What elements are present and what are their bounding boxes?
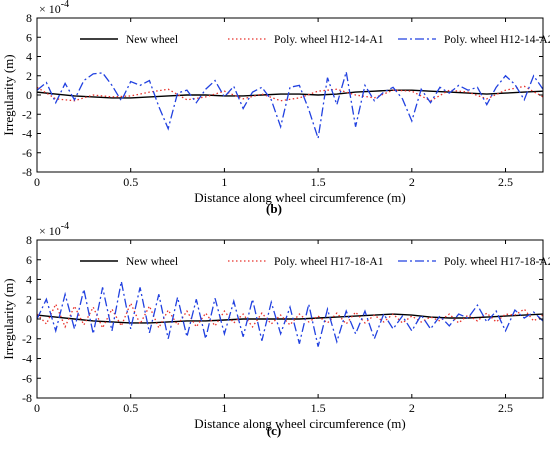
y-tick-label: -2 xyxy=(22,332,32,346)
series-line-1 xyxy=(37,89,543,99)
legend-label-2: Poly. wheel H12-14-A1 xyxy=(274,34,384,46)
chart-panel-c: 0 0.5 1 1.5 2 2.5 -8 -6 -4 -2 0 2 4 6 8 × 10-4 Distance … xyxy=(1,221,550,438)
legend: New wheel Poly. wheel H12-14-A1 Poly. whee… xyxy=(80,34,550,46)
x-axis-label: Distance along wheel circumference (m) xyxy=(194,190,406,205)
y-tick-label: 4 xyxy=(26,273,32,287)
y-tick-label: 2 xyxy=(26,292,32,306)
y-tick-label: 2 xyxy=(26,69,32,83)
x-tick-label: 2.5 xyxy=(498,401,513,415)
y-tick-label: 6 xyxy=(26,30,32,44)
legend-label-3: Poly. wheel H17-18-A2 xyxy=(444,256,550,268)
x-tick-label: 0.5 xyxy=(123,175,138,189)
y-tick-label: 0 xyxy=(26,88,32,102)
x-tick-label: 0 xyxy=(34,401,40,415)
series-line-1 xyxy=(37,313,543,324)
x-tick-label: 2.5 xyxy=(498,175,513,189)
series-line-2 xyxy=(37,85,543,102)
series-line-3 xyxy=(37,281,543,347)
legend-label-3: Poly. wheel H12-14-A2 xyxy=(444,34,550,46)
y-tick-label: -4 xyxy=(22,352,32,366)
y-axis-label: Irregularity (m) xyxy=(1,278,16,359)
y-tick-label: -4 xyxy=(22,127,32,141)
x-tick-label: 1.5 xyxy=(311,401,326,415)
legend: New wheel Poly. wheel H17-18-A1 Poly. whee… xyxy=(80,256,550,268)
y-multiplier: × 10-4 xyxy=(39,221,69,238)
series-line-3 xyxy=(37,71,543,139)
chart-panel-b: 0 0.5 1 1.5 2 2.5 -8 -6 -4 -2 0 2 4 6 8 × 10-4 Distance … xyxy=(1,0,550,216)
y-multiplier: × 10-4 xyxy=(39,0,69,16)
x-tick-label: 2 xyxy=(409,401,415,415)
x-tick-label: 1.5 xyxy=(311,175,326,189)
y-tick-label: -6 xyxy=(22,146,32,160)
y-tick-label: 6 xyxy=(26,253,32,267)
legend-label-1: New wheel xyxy=(126,256,178,268)
x-tick-label: 0 xyxy=(34,175,40,189)
y-tick-label: -8 xyxy=(22,391,32,405)
x-tick-label: 1 xyxy=(221,175,227,189)
panel-label: (b) xyxy=(266,201,282,216)
y-tick-label: 0 xyxy=(26,312,32,326)
y-tick-label: 4 xyxy=(26,50,32,64)
x-tick-label: 2 xyxy=(409,175,415,189)
y-tick-label: 8 xyxy=(26,233,32,247)
legend-label-2: Poly. wheel H17-18-A1 xyxy=(274,256,384,268)
y-axis-label: Irregularity (m) xyxy=(1,54,16,135)
y-tick-label: 8 xyxy=(26,11,32,25)
x-axis-label: Distance along wheel circumference (m) xyxy=(194,416,406,431)
y-tick-label: -2 xyxy=(22,107,32,121)
y-tick-label: -6 xyxy=(22,371,32,385)
legend-label-1: New wheel xyxy=(126,34,178,46)
y-tick-label: -8 xyxy=(22,165,32,179)
x-tick-label: 0.5 xyxy=(123,401,138,415)
panel-label: (c) xyxy=(267,423,281,438)
x-tick-label: 1 xyxy=(221,401,227,415)
